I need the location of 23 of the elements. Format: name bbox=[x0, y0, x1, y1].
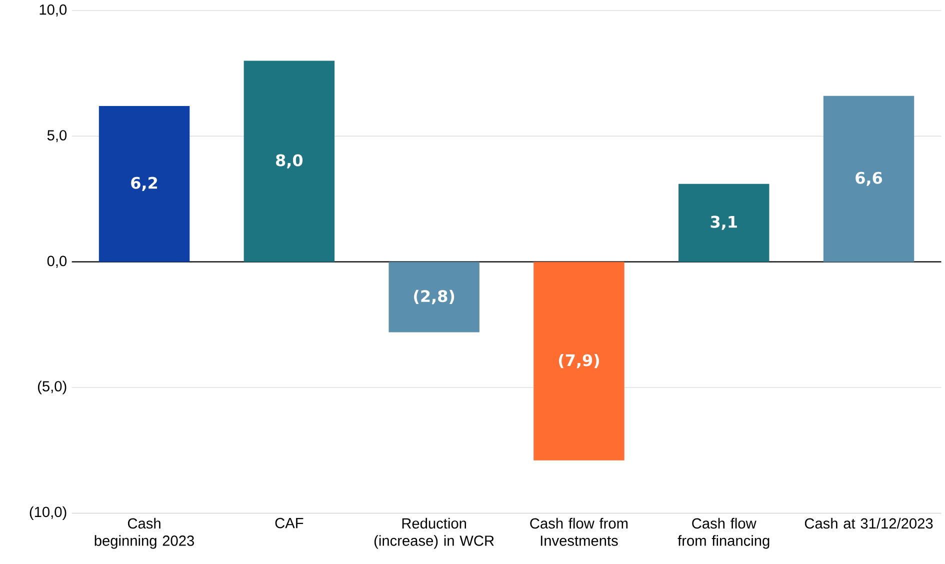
bar bbox=[534, 262, 624, 460]
y-tick-label: 5,0 bbox=[47, 130, 67, 142]
bar bbox=[388, 262, 480, 332]
x-tick-label: Cash at 31/12/2023 bbox=[804, 518, 933, 529]
data-label: 3,1 bbox=[710, 216, 737, 230]
data-label: 6,6 bbox=[856, 172, 882, 186]
data-label: (2,8) bbox=[414, 290, 454, 304]
x-tick-label: Cash flow from Investments bbox=[530, 518, 628, 546]
data-label: 8,0 bbox=[276, 154, 303, 168]
y-tick-label: 0,0 bbox=[47, 256, 67, 268]
x-tick-label: Cash beginning 2023 bbox=[94, 518, 194, 549]
data-label: 6,2 bbox=[131, 176, 158, 191]
bar bbox=[244, 60, 335, 262]
y-tick-label: (10,0) bbox=[30, 506, 66, 520]
data-label: (7,9) bbox=[558, 354, 600, 368]
y-tick-label: 10,0 bbox=[40, 4, 67, 16]
y-tick-label: (5,0) bbox=[38, 380, 66, 394]
bar bbox=[678, 184, 770, 262]
x-tick-label: Reduction (increase) in WCR bbox=[374, 518, 494, 549]
bar bbox=[98, 106, 190, 262]
x-tick-label: Cash flow from financing bbox=[678, 518, 770, 549]
bar bbox=[823, 96, 914, 262]
x-tick-label: CAF bbox=[275, 518, 304, 528]
